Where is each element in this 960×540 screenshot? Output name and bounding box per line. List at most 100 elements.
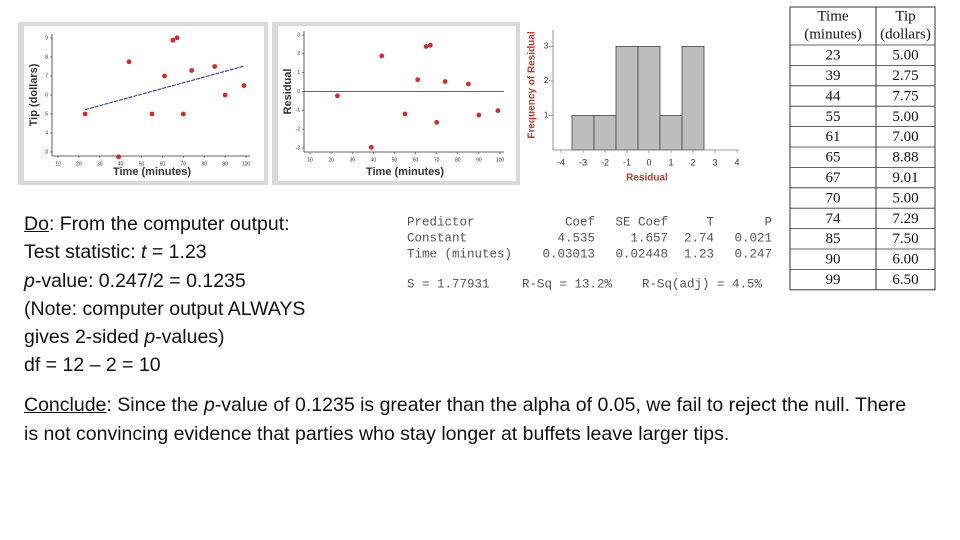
- y-tick-label: 0: [297, 89, 300, 95]
- text: t: [141, 241, 147, 264]
- conclusion: Conclude: Since the p-value of 0.1235 is…: [24, 391, 924, 449]
- point: [174, 35, 180, 41]
- table-cell: 6.00: [892, 252, 918, 268]
- line: (Note: computer output ALWAYS: [24, 295, 305, 323]
- bar: [659, 115, 683, 151]
- point: [427, 42, 433, 48]
- point: [465, 81, 471, 87]
- point: [495, 108, 501, 114]
- output-cell: SE Coef: [615, 215, 668, 229]
- x-tick-label: 20: [328, 157, 334, 163]
- y-tick-label: 1: [297, 70, 300, 76]
- text: -value of 0.1235 is greater than the alp…: [24, 394, 907, 445]
- point: [415, 77, 421, 83]
- table-cell: 2.75: [892, 68, 918, 84]
- y-tick-label: 3-: [544, 41, 551, 50]
- x-tick-label: 30: [349, 157, 355, 163]
- table-header: Tip: [895, 8, 915, 24]
- x-tick-label: 4: [734, 157, 739, 167]
- point: [212, 64, 218, 69]
- line: df = 12 – 2 = 10: [24, 351, 305, 379]
- x-tick-label: 100: [496, 157, 505, 163]
- table-header: (dollars): [880, 26, 931, 42]
- output-summary: R-Sq = 13.2%: [522, 277, 613, 291]
- output-cell: T: [706, 215, 714, 229]
- table-cell: 55: [826, 109, 841, 125]
- line: gives 2-sided p-values): [24, 323, 305, 351]
- y-tick-label: 9: [45, 35, 48, 41]
- point: [189, 68, 195, 73]
- point: [368, 144, 374, 150]
- x-tick-label: -2: [601, 157, 609, 167]
- table-cell: 6.50: [892, 272, 918, 288]
- y-tick-label: 5: [45, 111, 48, 117]
- y-tick-label: 8: [45, 54, 48, 60]
- x-tick-label: 0: [646, 157, 651, 167]
- text: : Since the: [106, 394, 204, 416]
- output-cell: 0.02448: [615, 247, 668, 261]
- x-tick-label: 70: [181, 161, 187, 167]
- line: Do: From the computer output:: [24, 210, 305, 238]
- bar: [637, 45, 661, 151]
- table-cell: 8.88: [892, 150, 918, 166]
- table-cell: 90: [826, 252, 841, 268]
- output-cell: 1.657: [630, 231, 668, 245]
- text: -values): [155, 326, 225, 349]
- x-axis-label: Time (minutes): [113, 166, 191, 178]
- table-cell: 23: [826, 48, 841, 64]
- y-axis-label: Residual: [282, 69, 294, 115]
- table-cell: 9.01: [892, 170, 918, 186]
- point: [423, 44, 429, 49]
- table-cell: 99: [826, 272, 841, 288]
- x-tick-label: 3: [712, 157, 717, 167]
- x-tick-label: 1: [668, 157, 673, 167]
- table-header: (minutes): [804, 26, 862, 42]
- output-cell: P: [764, 215, 772, 229]
- table-cell: 85: [826, 231, 841, 247]
- work-text: Do: From the computer output: Test stati…: [24, 210, 305, 380]
- y-tick-label: 2: [297, 51, 300, 57]
- y-tick-label: -2: [296, 126, 301, 132]
- y-axis-label: Tip (dollars): [28, 63, 40, 126]
- point: [379, 53, 385, 59]
- x-tick-label: 10: [307, 157, 313, 163]
- table-cell: 7.00: [892, 129, 918, 145]
- regression-line: [85, 65, 245, 111]
- bar: [615, 45, 639, 151]
- x-tick-label: -1: [623, 157, 631, 167]
- x-tick-label: 90: [476, 157, 482, 163]
- x-tick-label: 40: [118, 161, 124, 167]
- table-cell: 7.75: [892, 88, 918, 104]
- y-axis-label: Frequency of Residual: [527, 31, 538, 138]
- bar: [593, 115, 617, 151]
- x-tick-label: 70: [434, 157, 440, 163]
- table-cell: 67: [826, 170, 842, 186]
- chart-plot-bg: [24, 26, 264, 181]
- table-header: Time: [817, 8, 848, 24]
- x-tick-label: -3: [579, 157, 587, 167]
- y-tick-label: 2-: [544, 76, 551, 85]
- point: [335, 93, 340, 99]
- text: : From the computer output:: [48, 213, 290, 235]
- y-tick-label: -3: [296, 145, 301, 151]
- x-tick-label: 50: [139, 161, 145, 167]
- point: [126, 59, 132, 65]
- text: = 1.23: [146, 241, 207, 264]
- table-cell: 61: [826, 129, 841, 145]
- y-tick-label: 1-: [544, 111, 551, 120]
- point: [180, 111, 186, 117]
- point: [241, 83, 247, 88]
- x-tick-label: 80: [201, 161, 207, 167]
- table-cell: 44: [826, 88, 842, 104]
- label: Do: [24, 213, 49, 235]
- x-tick-label: 30: [97, 161, 103, 167]
- x-tick-label: 60: [160, 161, 166, 167]
- table-cell: 7.50: [892, 231, 918, 247]
- y-tick-label: 3: [45, 149, 48, 155]
- output-cell: Coef: [565, 215, 595, 229]
- point: [476, 112, 482, 118]
- output-cell: Predictor: [407, 215, 475, 229]
- text: Test statistic:: [24, 241, 142, 264]
